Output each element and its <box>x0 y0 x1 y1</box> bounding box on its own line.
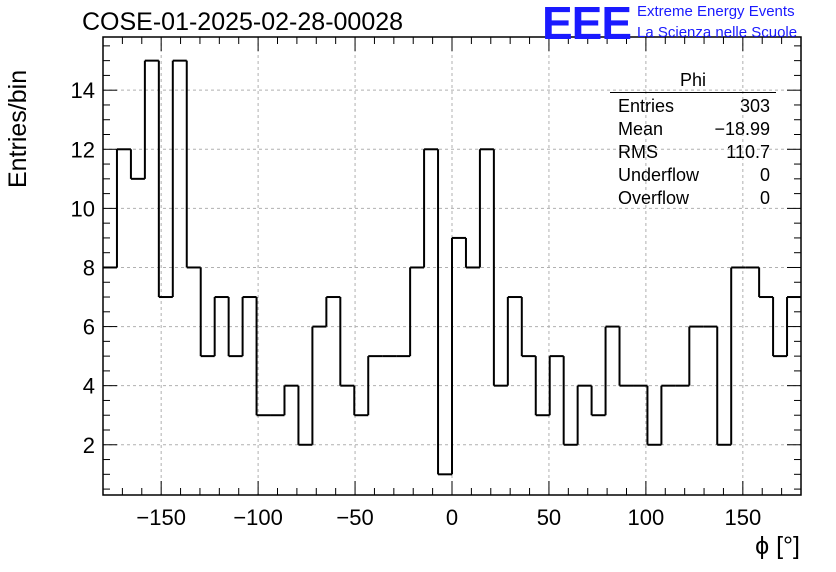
stats-label: Overflow <box>618 188 690 208</box>
y-axis-label: Entries/bin <box>4 69 32 188</box>
stats-label: RMS <box>618 142 658 162</box>
x-tick-label: −100 <box>233 505 283 530</box>
y-tick-label: 14 <box>71 78 95 103</box>
stats-label: Entries <box>618 96 675 116</box>
chart-title: COSE-01-2025-02-28-00028 <box>82 8 404 36</box>
y-tick-label: 8 <box>83 255 95 280</box>
x-tick-label: −50 <box>336 505 373 530</box>
stats-row-rms: RMS 110.7 <box>610 141 776 164</box>
stats-box: Phi Entries 303 Mean −18.99 RMS 110.7 Under… <box>610 70 776 210</box>
x-tick-label: 50 <box>537 505 561 530</box>
stats-row-entries: Entries 303 <box>610 95 776 118</box>
stats-value: 110.7 <box>726 142 770 162</box>
stats-label: Mean <box>618 119 664 139</box>
stats-value: 303 <box>739 96 770 116</box>
stats-value: −18.99 <box>714 119 770 139</box>
x-tick-label: −150 <box>136 505 186 530</box>
stats-value: 0 <box>759 188 770 208</box>
stats-row-underflow: Underflow 0 <box>610 164 776 187</box>
logo-line-1: Extreme Energy Events <box>637 3 795 20</box>
logo-line-2: La Scienza nelle Scuole <box>637 24 798 41</box>
stats-row-mean: Mean −18.99 <box>610 118 776 141</box>
y-tick-label: 10 <box>71 196 95 221</box>
x-tick-label: 0 <box>446 505 458 530</box>
y-tick-label: 6 <box>83 315 95 340</box>
y-tick-label: 12 <box>71 137 95 162</box>
y-tick-label: 4 <box>83 374 95 399</box>
y-tick-label: 2 <box>83 433 95 458</box>
stats-label: Underflow <box>618 165 700 185</box>
x-tick-label: 150 <box>724 505 761 530</box>
eee-logo: EEE <box>542 0 632 49</box>
stats-box-title: Phi <box>610 70 776 93</box>
stats-value: 0 <box>759 165 770 185</box>
x-tick-label: 100 <box>628 505 665 530</box>
x-axis-label: ϕ [°] <box>755 532 800 560</box>
stats-row-overflow: Overflow 0 <box>610 187 776 210</box>
